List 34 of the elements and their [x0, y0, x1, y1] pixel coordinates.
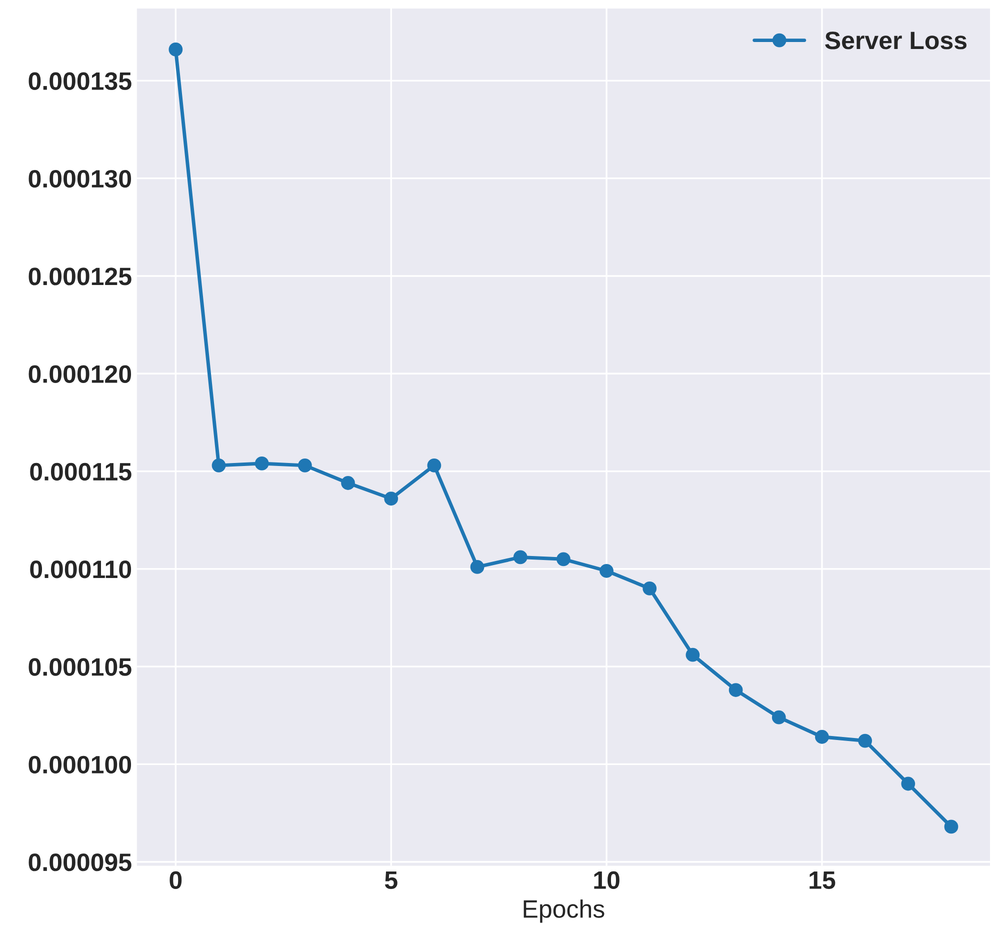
- x-tick-label: 10: [594, 871, 620, 889]
- y-tick-label: 0.000105: [28, 658, 132, 676]
- x-tick-label: 5: [384, 872, 398, 889]
- point: [686, 648, 700, 662]
- point: [944, 820, 958, 834]
- point: [168, 42, 183, 56]
- point: [815, 730, 829, 744]
- legend-label: Server Loss: [825, 32, 966, 50]
- y-tick-label: 0.000125: [28, 268, 132, 286]
- y-tick-label: 0.000135: [28, 72, 132, 90]
- point: [858, 734, 872, 748]
- x-axis-title: Epochs: [524, 899, 604, 923]
- y-tick-label: 0.000120: [28, 365, 132, 383]
- point: [513, 550, 528, 564]
- point: [772, 710, 786, 724]
- y-tick-label: 0.000100: [28, 756, 132, 774]
- y-tick-label: 0.000095: [28, 853, 132, 872]
- x-tick-label: 15: [810, 872, 836, 889]
- point: [600, 564, 614, 578]
- point: [254, 456, 269, 470]
- point: [212, 458, 226, 472]
- point: [341, 476, 355, 490]
- point: [427, 458, 442, 472]
- point: [556, 552, 570, 566]
- point: [901, 776, 916, 791]
- point: [470, 560, 484, 574]
- point: [384, 492, 398, 506]
- point: [728, 683, 743, 697]
- y-tick-label: 0.000130: [28, 170, 132, 188]
- point: [298, 458, 312, 472]
- y-tick-label: 0.000110: [30, 560, 132, 578]
- y-tick-label: 0.000115: [30, 462, 132, 481]
- x-tick-label: 0: [170, 871, 182, 889]
- point: [642, 582, 657, 596]
